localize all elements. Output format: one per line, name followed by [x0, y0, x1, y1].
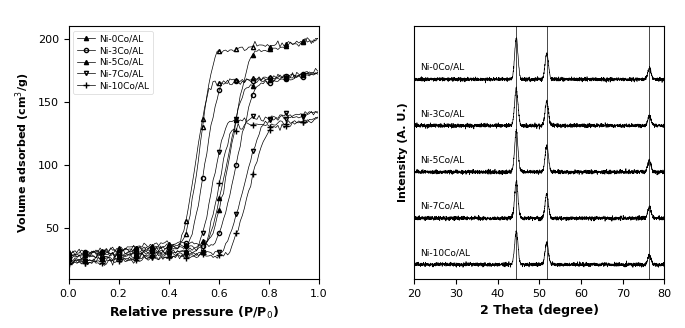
Ni-7Co/AL — [314, 111, 322, 115]
Ni-0Co/AL — [310, 40, 318, 44]
Text: Ni-7Co/AL: Ni-7Co/AL — [421, 202, 464, 211]
Ni-5Co/AL — [64, 257, 73, 261]
Ni-7Co/AL — [310, 113, 318, 117]
Ni-0Co/AL — [238, 87, 247, 91]
Ni-7Co/AL — [205, 250, 213, 254]
Ni-10Co/AL — [238, 214, 247, 217]
Ni-0Co/AL — [92, 252, 100, 256]
Text: Ni-5Co/AL: Ni-5Co/AL — [421, 155, 464, 165]
Ni-3Co/AL — [64, 255, 73, 259]
X-axis label: Relative pressure (P/P$_0$): Relative pressure (P/P$_0$) — [109, 304, 279, 321]
Ni-7Co/AL — [238, 191, 247, 195]
Ni-0Co/AL — [314, 37, 322, 41]
Ni-0Co/AL — [134, 247, 142, 251]
Ni-10Co/AL — [205, 254, 213, 258]
Ni-10Co/AL — [314, 116, 322, 120]
Ni-3Co/AL — [119, 248, 127, 252]
Ni-7Co/AL — [134, 253, 142, 257]
Text: Ni-10Co/AL: Ni-10Co/AL — [421, 248, 471, 257]
Ni-0Co/AL — [301, 36, 309, 40]
Ni-3Co/AL — [312, 71, 320, 75]
Legend: Ni-0Co/AL, Ni-3Co/AL, Ni-5Co/AL, Ni-7Co/AL, Ni-10Co/AL: Ni-0Co/AL, Ni-3Co/AL, Ni-5Co/AL, Ni-7Co/… — [73, 31, 153, 94]
Y-axis label: Intensity (A. U.): Intensity (A. U.) — [399, 103, 408, 202]
Ni-5Co/AL — [314, 70, 322, 74]
Ni-3Co/AL — [314, 72, 322, 76]
Ni-0Co/AL — [64, 251, 73, 255]
Ni-7Co/AL — [263, 121, 271, 125]
Ni-5Co/AL — [238, 95, 247, 99]
Line: Ni-5Co/AL: Ni-5Co/AL — [66, 70, 320, 263]
Ni-3Co/AL — [205, 245, 213, 249]
Ni-5Co/AL — [68, 259, 77, 263]
Ni-7Co/AL — [66, 262, 75, 266]
Ni-3Co/AL — [308, 72, 316, 76]
Y-axis label: Volume adsorbed (cm$^3$/g): Volume adsorbed (cm$^3$/g) — [14, 72, 32, 233]
Ni-3Co/AL — [111, 256, 119, 259]
Ni-7Co/AL — [64, 259, 73, 263]
Line: Ni-3Co/AL: Ni-3Co/AL — [66, 71, 320, 260]
Ni-5Co/AL — [263, 82, 271, 86]
Ni-10Co/AL — [64, 261, 73, 265]
Ni-0Co/AL — [119, 249, 127, 253]
Ni-10Co/AL — [308, 121, 316, 125]
Ni-7Co/AL — [308, 110, 316, 113]
Ni-10Co/AL — [119, 256, 127, 260]
Ni-3Co/AL — [134, 249, 142, 253]
Line: Ni-7Co/AL: Ni-7Co/AL — [66, 109, 320, 266]
X-axis label: 2 Theta (degree): 2 Theta (degree) — [479, 304, 599, 317]
Ni-0Co/AL — [205, 237, 213, 241]
Line: Ni-0Co/AL: Ni-0Co/AL — [66, 36, 320, 256]
Ni-7Co/AL — [119, 256, 127, 259]
Text: Ni-3Co/AL: Ni-3Co/AL — [421, 109, 464, 118]
Ni-5Co/AL — [308, 72, 316, 76]
Ni-5Co/AL — [119, 254, 127, 257]
Ni-3Co/AL — [238, 130, 247, 134]
Ni-10Co/AL — [312, 115, 320, 119]
Ni-3Co/AL — [263, 80, 271, 84]
Ni-10Co/AL — [100, 263, 108, 267]
Ni-10Co/AL — [134, 259, 142, 263]
Ni-10Co/AL — [263, 132, 271, 136]
Ni-5Co/AL — [205, 236, 213, 240]
Ni-5Co/AL — [134, 253, 142, 257]
Ni-0Co/AL — [263, 50, 271, 53]
Text: Ni-0Co/AL: Ni-0Co/AL — [421, 63, 464, 72]
Line: Ni-10Co/AL: Ni-10Co/AL — [66, 115, 321, 268]
